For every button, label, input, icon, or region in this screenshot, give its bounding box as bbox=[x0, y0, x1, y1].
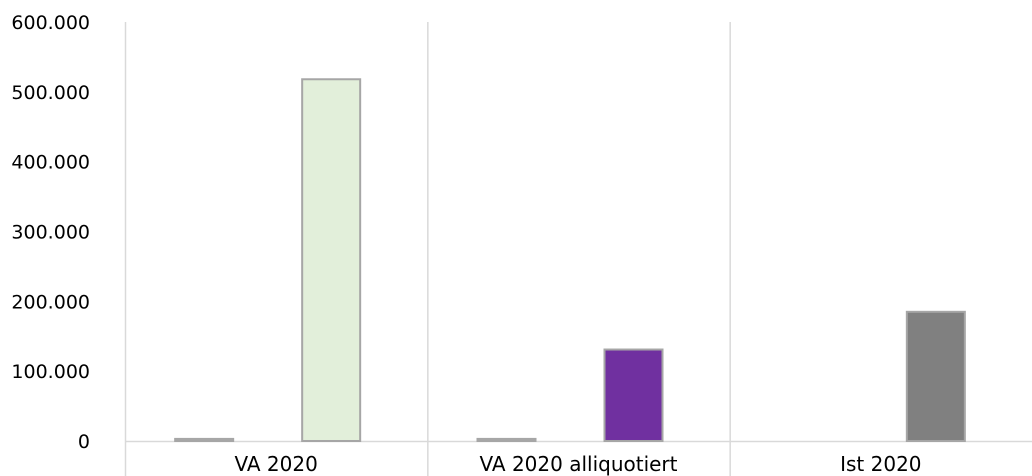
bar bbox=[603, 348, 664, 443]
x-axis-category-labels: VA 2020 VA 2020 alliquotiert Ist 2020 bbox=[234, 452, 921, 476]
category-separators bbox=[124, 22, 731, 476]
bar bbox=[476, 437, 537, 442]
y-tick-label: 100.000 bbox=[11, 361, 90, 383]
y-tick-label: 400.000 bbox=[11, 152, 90, 174]
y-axis-tick-labels: 0 100.000 200.000 300.000 400.000 500.000 600.… bbox=[11, 12, 90, 453]
bar bbox=[905, 310, 966, 442]
bar bbox=[301, 78, 362, 442]
bar bbox=[174, 437, 235, 442]
y-tick-label: 600.000 bbox=[11, 12, 90, 34]
bars bbox=[174, 78, 966, 443]
x-category-label: VA 2020 bbox=[234, 452, 317, 476]
y-tick-label: 300.000 bbox=[11, 222, 90, 244]
x-category-label: Ist 2020 bbox=[840, 452, 921, 476]
y-tick-label: 0 bbox=[78, 431, 90, 453]
y-tick-label: 500.000 bbox=[11, 82, 90, 104]
x-category-label: VA 2020 alliquotiert bbox=[480, 452, 678, 476]
y-tick-label: 200.000 bbox=[11, 291, 90, 313]
